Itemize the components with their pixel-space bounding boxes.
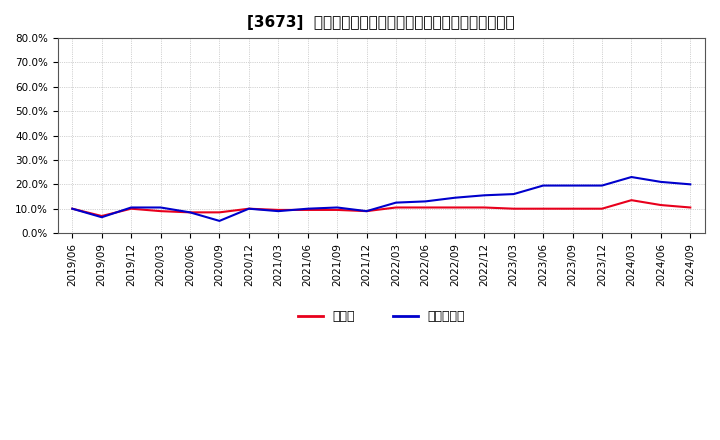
Title: [3673]  現預金、有利子負債の総資産に対する比率の推移: [3673] 現預金、有利子負債の総資産に対する比率の推移 — [248, 15, 515, 30]
Legend: 現預金, 有利子負債: 現預金, 有利子負債 — [292, 305, 470, 328]
